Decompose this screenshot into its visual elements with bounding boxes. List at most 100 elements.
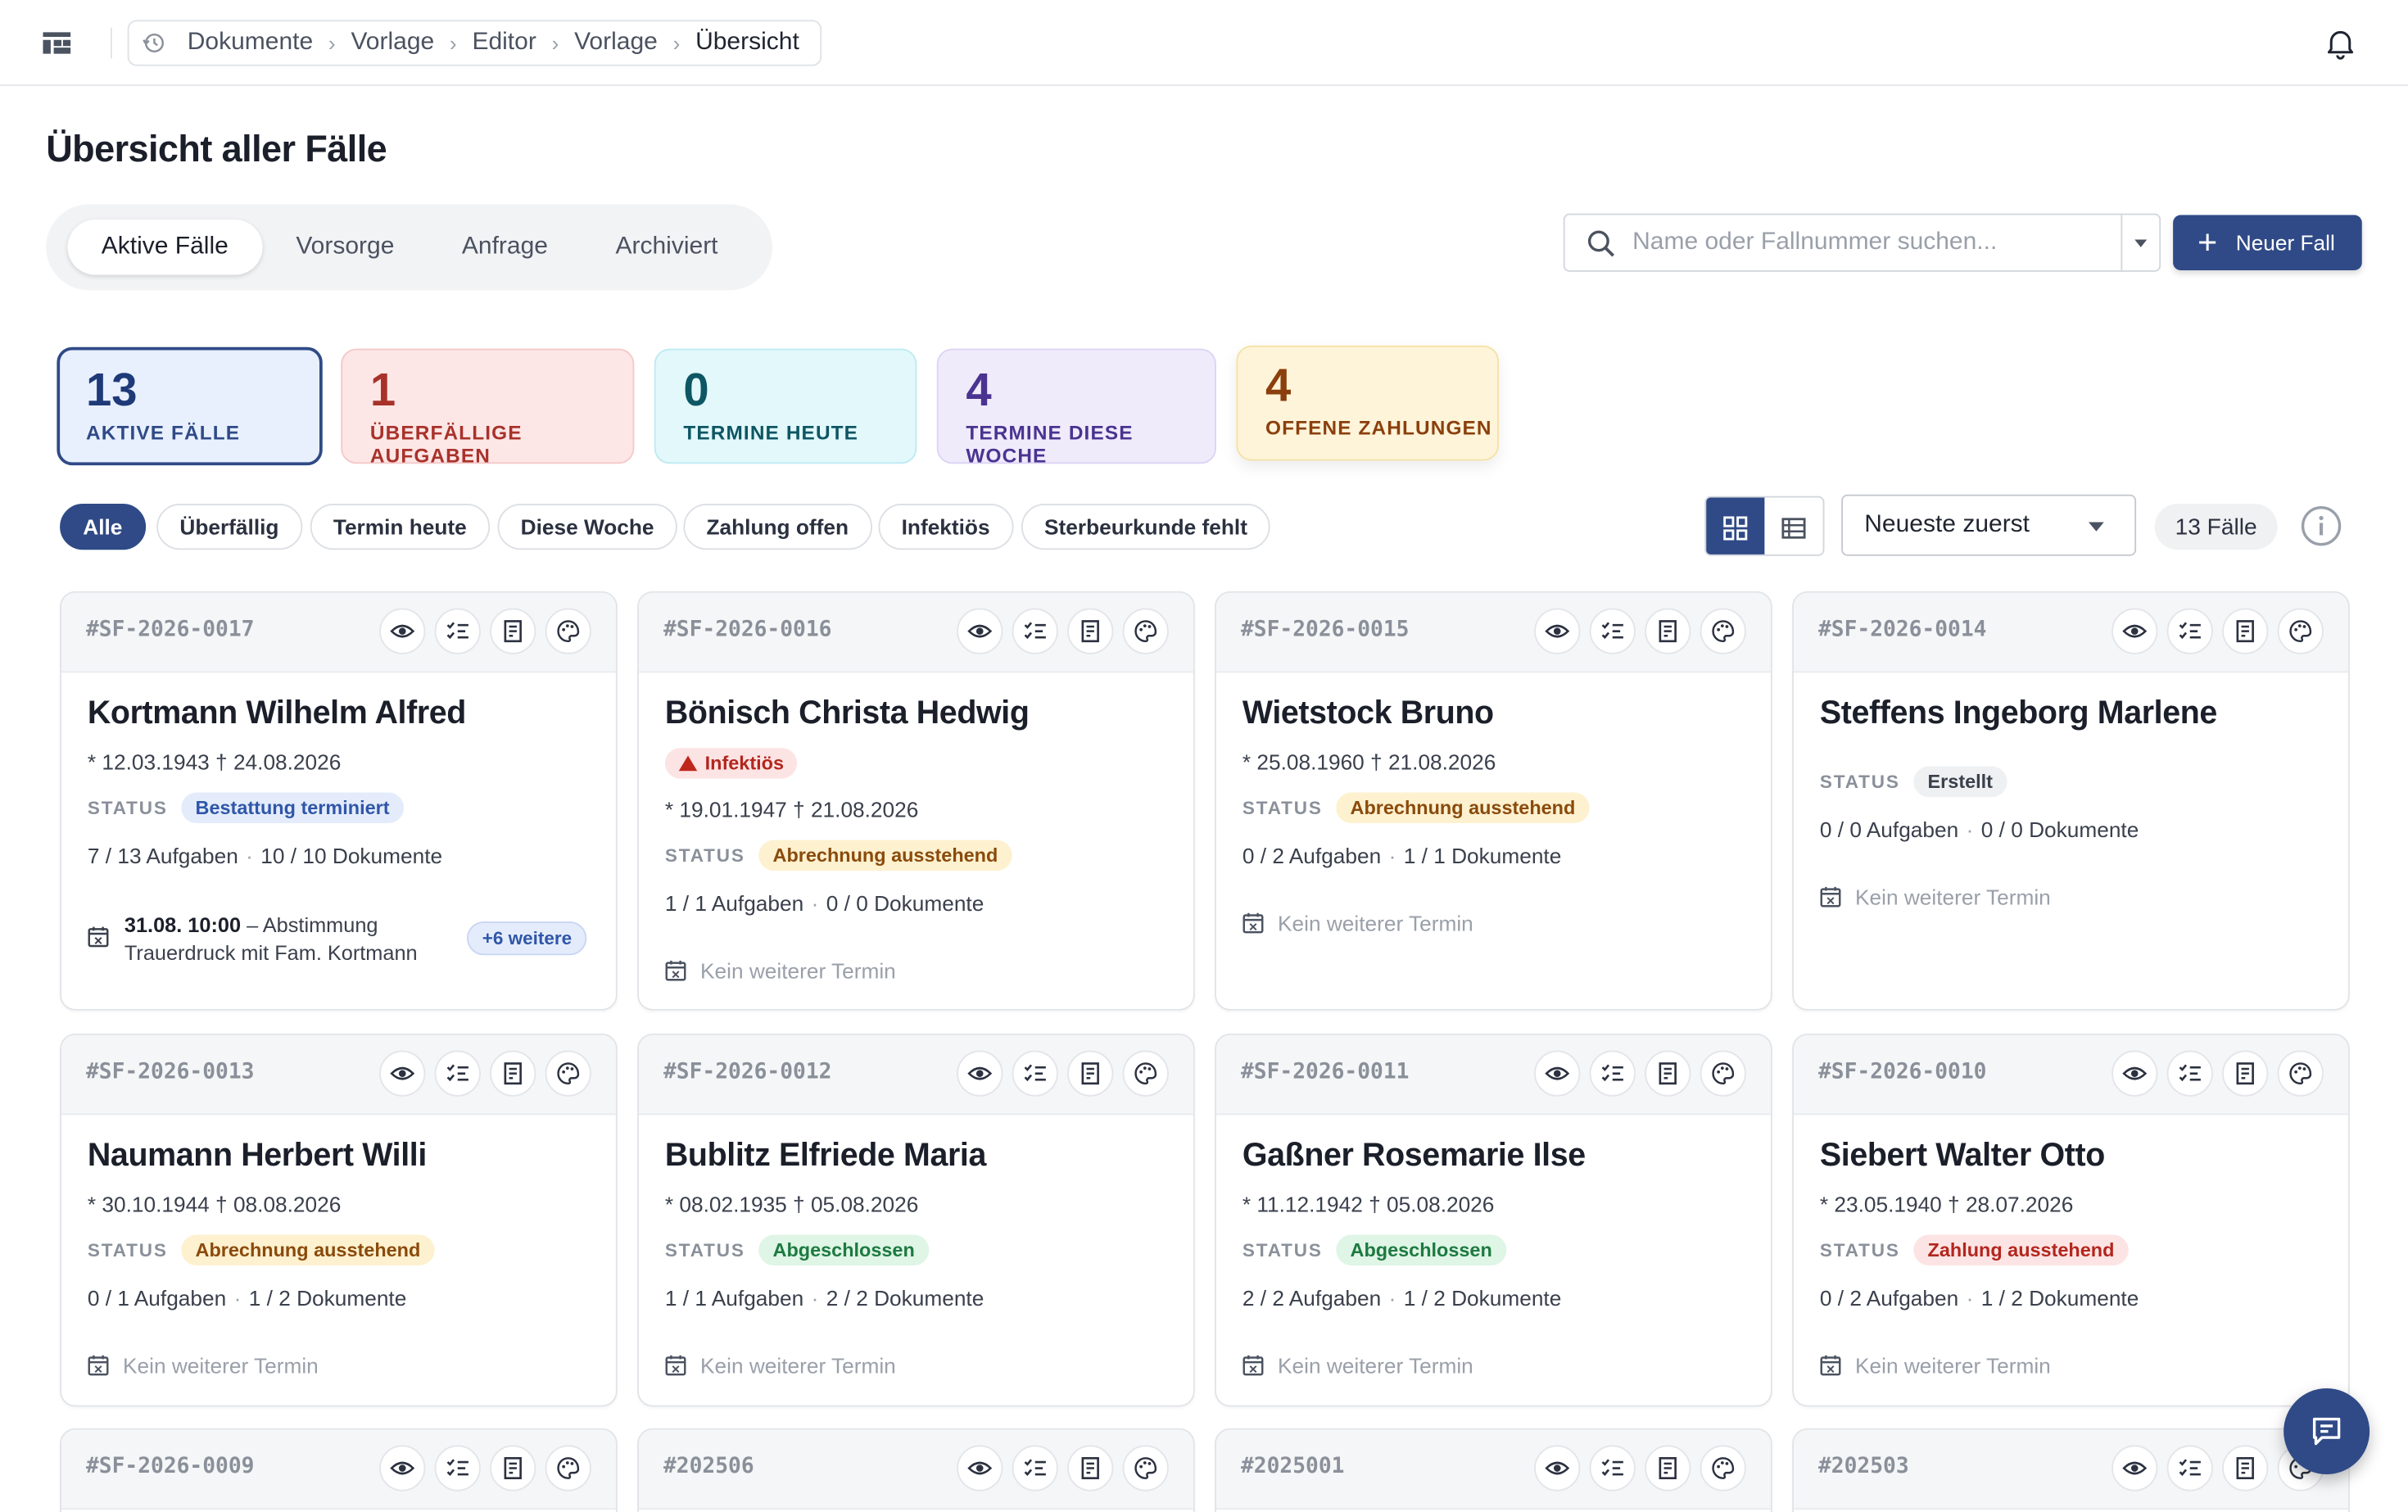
stat-appointments-week[interactable]: 4 TERMINE DIESE WOCHE [936,348,1216,467]
search-dropdown-button[interactable] [2121,215,2161,271]
case-card[interactable]: #SF-2026-0010 Siebert Walter Otto * 23.05.… [1792,1033,2350,1407]
tasks-button[interactable] [2166,608,2213,654]
theme-button[interactable] [545,1445,591,1492]
list-view-button[interactable] [1764,498,1822,555]
stat-open-payments[interactable]: 4 OFFENE ZAHLUNGEN [1236,345,1499,461]
tab-anfrage[interactable]: Anfrage [461,233,548,260]
separator: · [811,890,819,916]
view-case-button[interactable] [957,608,1003,654]
documents-button[interactable] [1645,1445,1691,1492]
tasks-button[interactable] [434,608,481,654]
tasks-button[interactable] [2166,1050,2213,1097]
case-card[interactable]: #SF-2026-0014 Steffens Ingeborg Marlene ST… [1792,591,2350,1011]
case-card[interactable]: #SF-2026-0012 Bublitz Elfriede Maria * 08.… [637,1033,1195,1407]
view-case-button[interactable] [2112,1445,2158,1492]
view-case-button[interactable] [1534,1050,1581,1097]
view-case-button[interactable] [1534,1445,1581,1492]
filter-diese-woche[interactable]: Diese Woche [497,504,677,550]
view-case-button[interactable] [1534,608,1581,654]
stat-overdue-tasks[interactable]: 1 ÜBERFÄLLIGE AUFGABEN [341,348,635,467]
tasks-button[interactable] [1589,1445,1636,1492]
breadcrumb-item[interactable]: Editor [472,29,536,56]
theme-button[interactable] [545,608,591,654]
no-appointment: Kein weiterer Termin [665,958,896,983]
view-case-button[interactable] [2112,608,2158,654]
case-card[interactable]: #202503 [1792,1428,2350,1512]
documents-button[interactable] [1645,608,1691,654]
case-card[interactable]: #SF-2026-0017 Kortmann Wilhelm Alfred * 12… [60,591,618,1011]
life-dates: * 12.03.1943 † 24.08.2026 [87,749,342,774]
documents-button[interactable] [490,608,536,654]
case-card[interactable]: #SF-2026-0015 Wietstock Bruno * 25.08.1960… [1215,591,1772,1011]
filter-sterbeurkunde-fehlt[interactable]: Sterbeurkunde fehlt [1021,504,1271,550]
tasks-button[interactable] [1012,608,1058,654]
documents-button[interactable] [2222,1050,2269,1097]
case-card[interactable]: #SF-2026-0013 Naumann Herbert Willi * 30.1… [60,1033,618,1407]
documents-button[interactable] [2222,1445,2269,1492]
history-icon[interactable] [142,31,166,56]
breadcrumb-item[interactable]: Vorlage [574,29,658,56]
filter-alle[interactable]: Alle [60,504,146,550]
view-case-button[interactable] [379,608,426,654]
case-card[interactable]: #2025001 [1215,1428,1772,1512]
view-case-button[interactable] [957,1445,1003,1492]
case-card[interactable]: #SF-2026-0009 [60,1428,618,1512]
chat-button[interactable] [2284,1388,2370,1474]
palette-icon [1712,620,1735,643]
caret-down-icon [2089,522,2104,532]
view-case-button[interactable] [379,1445,426,1492]
view-case-button[interactable] [2112,1050,2158,1097]
theme-button[interactable] [1700,1050,1746,1097]
theme-button[interactable] [2277,608,2324,654]
theme-button[interactable] [1122,1050,1169,1097]
theme-button[interactable] [1122,1445,1169,1492]
theme-button[interactable] [545,1050,591,1097]
tab-vorsorge[interactable]: Vorsorge [296,233,395,260]
grid-layout-icon[interactable] [43,31,71,56]
tasks-button[interactable] [1012,1050,1058,1097]
theme-button[interactable] [1122,608,1169,654]
case-number: #SF-2026-0010 [1818,1059,1987,1084]
filter-termin-heute[interactable]: Termin heute [310,504,490,550]
tasks-button[interactable] [434,1445,481,1492]
theme-button[interactable] [1700,1445,1746,1492]
case-card[interactable]: #SF-2026-0016 Bönisch Christa Hedwig Infek… [637,591,1195,1011]
case-card[interactable]: #202506 [637,1428,1195,1512]
filter-ueberfaellig[interactable]: Überfällig [156,504,302,550]
tasks-button[interactable] [434,1050,481,1097]
stat-appointments-today[interactable]: 0 TERMINE HEUTE [654,348,917,464]
filter-zahlung-offen[interactable]: Zahlung offen [683,504,872,550]
documents-button[interactable] [1067,1445,1114,1492]
search-input[interactable] [1632,215,2121,270]
tasks-button[interactable] [1589,608,1636,654]
more-appointments-badge[interactable]: +6 weitere [467,921,587,956]
case-number: #202506 [663,1454,754,1479]
stat-active-cases[interactable]: 13 AKTIVE FÄLLE [57,346,323,466]
documents-button[interactable] [2222,608,2269,654]
tasks-button[interactable] [1589,1050,1636,1097]
filter-infektioes[interactable]: Infektiös [878,504,1013,550]
new-case-button[interactable]: + Neuer Fall [2173,215,2362,270]
documents-button[interactable] [1067,1050,1114,1097]
sort-select[interactable]: Neueste zuerst [1841,494,2137,556]
tab-active-cases[interactable]: Aktive Fälle [67,220,263,275]
documents-button[interactable] [1645,1050,1691,1097]
status-label: STATUS [664,1239,745,1261]
documents-button[interactable] [490,1445,536,1492]
breadcrumb-item[interactable]: Dokumente [187,29,314,56]
tasks-button[interactable] [2166,1445,2213,1492]
view-case-button[interactable] [957,1050,1003,1097]
status-label: STATUS [664,844,745,867]
theme-button[interactable] [1700,608,1746,654]
theme-button[interactable] [2277,1050,2324,1097]
bell-icon[interactable] [2324,26,2357,60]
tasks-button[interactable] [1012,1445,1058,1492]
documents-button[interactable] [490,1050,536,1097]
breadcrumb-item[interactable]: Vorlage [351,29,435,56]
grid-view-button[interactable] [1706,497,1765,555]
tab-archiviert[interactable]: Archiviert [615,233,718,260]
info-icon[interactable] [2301,505,2342,547]
case-card[interactable]: #SF-2026-0011 Gaßner Rosemarie Ilse * 11.1… [1215,1033,1772,1407]
documents-button[interactable] [1067,608,1114,654]
view-case-button[interactable] [379,1050,426,1097]
